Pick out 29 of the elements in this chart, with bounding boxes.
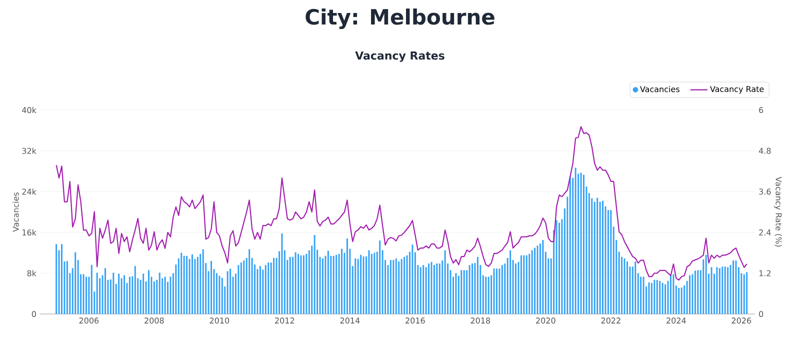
y-tick-label: 0 xyxy=(32,310,36,318)
y-axis-title: Vacancies xyxy=(12,192,19,232)
legend-label: Vacancies xyxy=(640,86,680,92)
x-tick-label: 2014 xyxy=(340,318,360,324)
x-tick-label: 2010 xyxy=(210,318,230,324)
y-tick-label: 16k xyxy=(22,229,36,236)
x-tick-label: 2026 xyxy=(732,318,752,324)
x-tick-label: 2024 xyxy=(666,318,686,324)
x-tick-label: 2022 xyxy=(601,318,620,324)
chart-title: City: Melbourne xyxy=(306,8,494,30)
y-tick-label: 40k xyxy=(22,106,36,114)
x-tick-label: 2018 xyxy=(470,318,490,324)
y2-tick-label: 6 xyxy=(759,106,764,114)
x-tick-label: 2016 xyxy=(406,318,425,324)
x-tick-label: 2008 xyxy=(144,318,164,324)
y2-tick-label: 4.8 xyxy=(758,148,771,154)
x-tick-label: 2012 xyxy=(275,318,294,324)
x-tick-label: 2006 xyxy=(79,318,99,324)
y2-tick-label: 2.4 xyxy=(759,229,771,236)
y2-axis-title: Vacancy Rate (%) xyxy=(774,176,782,247)
y-tick-label: 24k xyxy=(22,188,36,195)
chart-subtitle: Vacancy Rates xyxy=(355,52,444,62)
y2-tick-label: 3.6 xyxy=(759,188,771,195)
y-tick-label: 8k xyxy=(27,270,36,276)
y2-tick-label: 0 xyxy=(759,310,764,318)
x-tick-label: 2020 xyxy=(536,318,556,324)
legend-label: Vacancy Rate xyxy=(710,86,764,94)
y2-tick-label: 1.2 xyxy=(759,270,770,276)
y-tick-label: 32k xyxy=(22,148,36,154)
